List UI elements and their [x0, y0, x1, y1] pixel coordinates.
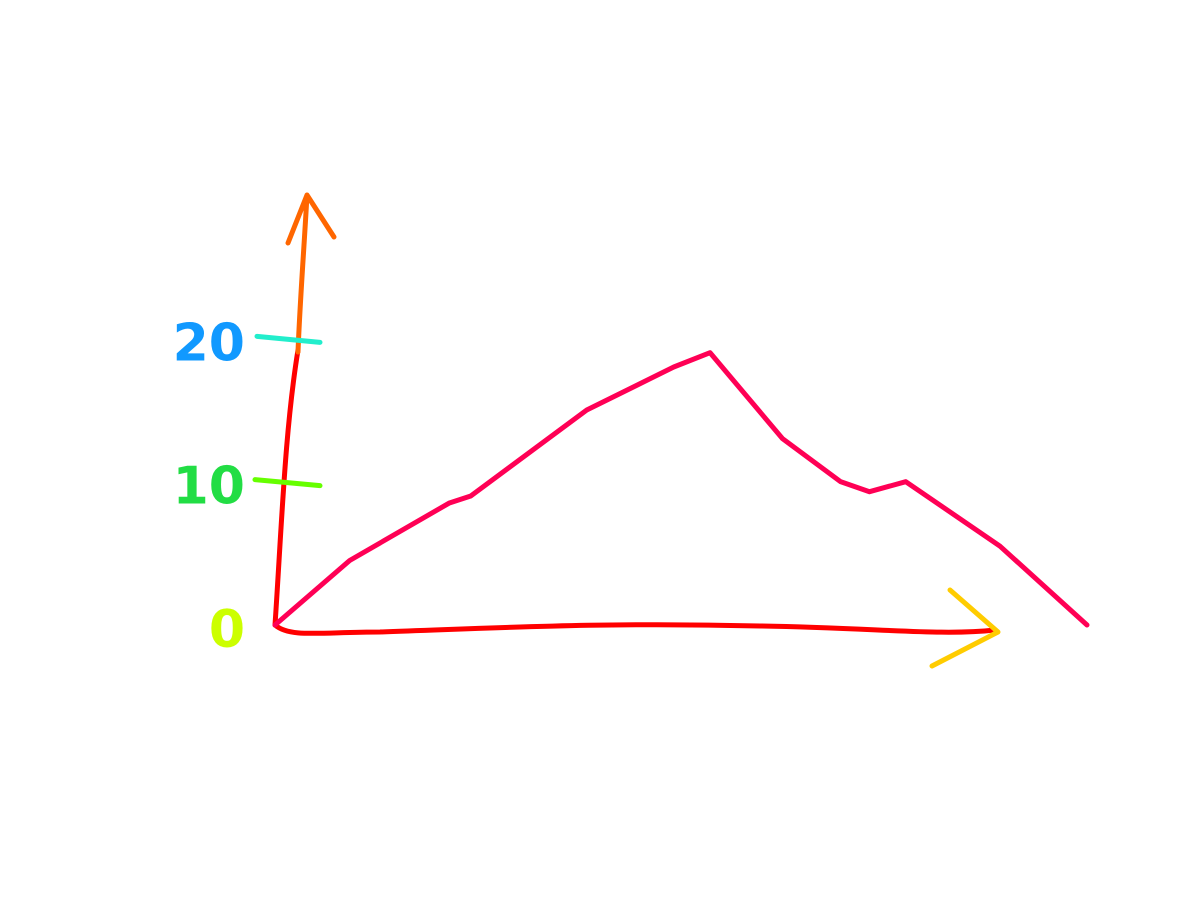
y-axis-arrow: [285, 192, 337, 355]
y-tick-label: 20: [173, 313, 245, 373]
x-axis-arrow: [929, 587, 1001, 669]
y-axis: [272, 347, 301, 628]
y-tick-label: 0: [209, 600, 245, 660]
y-tick-label: 10: [173, 457, 245, 517]
x-axis: [272, 622, 998, 636]
y-tick: [252, 477, 323, 489]
y-tick: [254, 333, 323, 345]
axes: [272, 192, 1001, 669]
data-line: [272, 350, 1090, 628]
